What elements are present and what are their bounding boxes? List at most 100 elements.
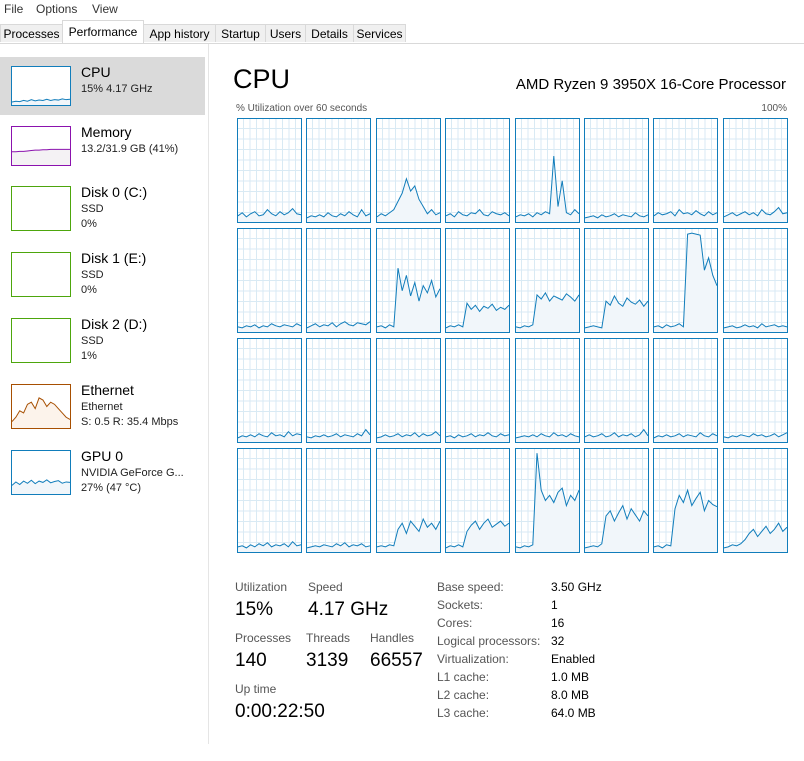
sidebar-item-name[interactable]: Disk 2 (D:) [81,316,148,332]
sidebar-item-name[interactable]: GPU 0 [81,448,124,464]
graph-area [515,453,579,552]
graph-frame [11,186,71,231]
graph-line [584,504,649,549]
stat-value: 66557 [370,650,423,671]
graph-line [445,208,510,218]
tab[interactable]: Users [265,24,306,42]
sidebar-item-detail: 0% [81,218,97,230]
graph [11,252,71,297]
graph [514,338,580,443]
sidebar-item-detail: 13.2/31.9 GB (41%) [81,143,179,155]
graph-line [307,542,371,549]
stat-value: 4.17 GHz [308,599,389,620]
graph-line [723,432,788,439]
graph-line [376,177,441,218]
graph [722,338,788,443]
graph-line [654,488,718,549]
graph [584,118,649,223]
graph [584,448,649,553]
menu-item[interactable]: File [4,2,24,16]
graph [375,228,441,333]
stat-label: Speed [308,580,343,594]
graph-area [238,208,301,222]
graph-line [445,518,510,549]
graph [11,186,71,231]
graph [375,118,441,223]
tab[interactable]: App history [143,24,216,42]
spec-value: 32 [551,634,565,648]
graph-area [585,212,648,222]
graph-area [585,295,648,332]
graph [11,318,71,363]
graph [722,118,788,223]
graph-line [237,323,302,329]
graph-area [446,432,510,442]
graph-line [723,206,787,218]
tab[interactable]: Performance [62,20,144,43]
spec-label: Cores: [437,616,473,630]
spec-value: 3.50 GHz [551,580,602,594]
graph-line [11,397,71,422]
graph [11,384,71,429]
graph-area [515,432,579,442]
main-title: CPU [233,64,291,94]
graph-frame [11,252,71,297]
graph-area [12,98,70,105]
graph-line [654,232,718,329]
graph [237,118,302,223]
graph [237,338,302,443]
stat-label: Threads [306,631,351,645]
graph [653,338,719,443]
menu-bar: File Options View [0,0,804,18]
tab[interactable]: Startup [215,24,266,42]
graph-area [376,519,440,552]
sidebar-item-detail: SSD [81,335,104,347]
sidebar-item-detail: SSD [81,269,104,281]
spec-label: L3 cache: [437,706,490,720]
sidebar-item-name[interactable]: CPU [81,64,111,80]
spec-label: Base speed: [437,580,504,594]
sidebar-item-detail: 15% 4.17 GHz [81,83,153,95]
sidebar-item-name[interactable]: Memory [81,124,132,140]
graph-area [585,505,648,552]
graph-line [11,479,71,486]
menu-item[interactable]: Options [36,2,78,16]
graph [653,228,719,333]
graph-line [376,431,441,439]
graph-area [307,542,371,552]
sidebar-item-name[interactable]: Disk 0 (C:) [81,184,148,200]
graph-area [446,519,510,552]
menu-item[interactable]: View [92,2,118,16]
graph-area [585,429,648,442]
spec-value: 64.0 MB [551,706,596,720]
graph [584,338,649,443]
graph [375,338,441,443]
tab[interactable]: Services [353,24,406,42]
graph-line [515,291,580,329]
spec-value: 8.0 MB [551,688,590,702]
graph-area [12,479,70,494]
graph-line [376,268,441,329]
stat-label: Handles [370,631,415,645]
sidebar-item-detail: SSD [81,203,104,215]
graph [11,126,71,166]
graph [653,448,719,553]
stat-label: Utilization [235,580,288,594]
tab[interactable]: Details [305,24,354,42]
graph [306,228,372,333]
graph [237,448,302,553]
graph-area [515,292,579,332]
graph-line [446,432,510,439]
sidebar-item-name[interactable]: Ethernet [81,382,134,398]
graph [514,448,580,553]
spec-label: L1 cache: [437,670,490,684]
tab[interactable]: Processes [0,24,63,42]
graph-line [584,428,649,438]
spec-label: Logical processors: [437,634,541,648]
spec-value: 1 [551,598,558,612]
graph-line [12,148,70,153]
sidebar-item-name[interactable]: Disk 1 (E:) [81,250,147,266]
spec-label: L2 cache: [437,688,490,702]
stat-value: 15% [235,599,274,620]
